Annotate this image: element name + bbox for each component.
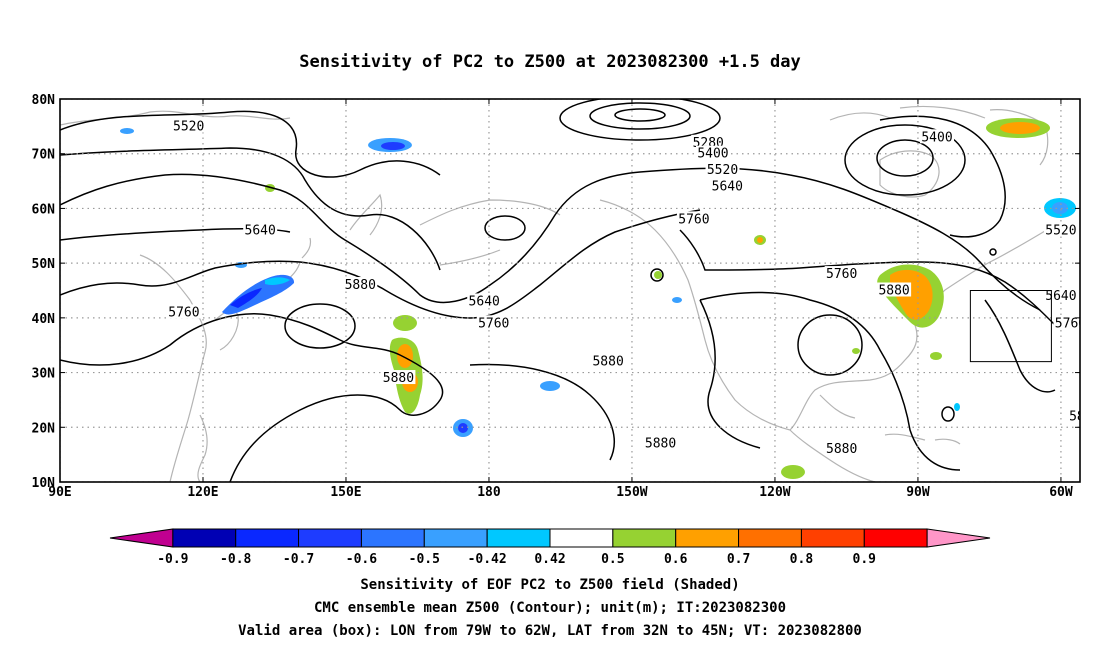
longitude-ticks: 90E 120E 150E 180 150W 120W 90W 60W xyxy=(48,99,1073,500)
contour-label-bg xyxy=(381,370,416,385)
colorbar-label: 0.9 xyxy=(853,552,876,567)
y-tick-label: 60N xyxy=(32,202,56,217)
contour-label-bg xyxy=(877,282,912,297)
colorbar-label: 0.42 xyxy=(534,552,565,567)
contour-label-bg xyxy=(1053,315,1080,330)
y-tick-label: 10N xyxy=(32,476,56,491)
contour-label: 5880 xyxy=(878,284,909,299)
contour-label-bg xyxy=(710,178,745,193)
contour-label-bg xyxy=(1043,287,1078,302)
contour-label-bg xyxy=(705,162,740,177)
colorbar-label: -0.9 xyxy=(157,552,188,567)
colorbar-swatch xyxy=(172,528,237,548)
map-panel: 5520564057605880588056405760588052805400… xyxy=(32,93,1100,500)
contour-label: 5640 xyxy=(245,223,276,238)
contour-label-bg xyxy=(643,435,678,450)
y-tick-label: 70N xyxy=(32,148,56,163)
x-tick-label: 120W xyxy=(759,485,790,500)
y-tick-label: 50N xyxy=(32,257,56,272)
contour-label-bg xyxy=(691,134,726,149)
colorbar-swatch xyxy=(675,528,740,548)
y-tick-label: 40N xyxy=(32,312,56,327)
colorbar-swatch xyxy=(235,528,300,548)
lat-lon-grid xyxy=(60,99,1080,482)
x-tick-label: 120E xyxy=(187,485,218,500)
colorbar-arrow-right xyxy=(926,528,991,548)
contour-label: 5880 xyxy=(1069,409,1100,424)
contour-label-bg xyxy=(824,441,859,456)
colorbar: -0.9 -0.8 -0.7 -0.6 -0.5 -0.42 0.42 0.5 0.6 0.7 0.… xyxy=(109,528,991,567)
colorbar-swatch xyxy=(800,528,865,548)
contour-label-bg xyxy=(243,222,278,237)
colorbar-arrow-left xyxy=(109,528,174,548)
x-tick-label: 60W xyxy=(1049,485,1073,500)
colorbar-label: -0.7 xyxy=(283,552,314,567)
contour-label-bg xyxy=(467,293,502,308)
contour-label-bg xyxy=(476,315,511,330)
colorbar-swatch xyxy=(486,528,551,548)
contour-label: 5760 xyxy=(1055,316,1086,331)
coastlines xyxy=(60,105,1051,482)
x-tick-label: 150W xyxy=(616,485,647,500)
contour-label-bg xyxy=(171,118,206,133)
colorbar-label: -0.8 xyxy=(220,552,251,567)
x-tick-label: 90E xyxy=(48,485,71,500)
contour-label: 5880 xyxy=(345,278,376,293)
caption-line-3: Valid area (box): LON from 79W to 62W, L… xyxy=(238,623,862,639)
contour-label: 5880 xyxy=(383,371,414,386)
contour-label-bg xyxy=(166,304,201,319)
contour-label-bg xyxy=(695,145,730,160)
colorbar-label: 0.7 xyxy=(727,552,750,567)
x-tick-label: 180 xyxy=(477,485,501,500)
chart-title: Sensitivity of PC2 to Z500 at 2023082300… xyxy=(299,52,801,72)
valid-area-box xyxy=(969,290,1052,363)
contour-label: 5640 xyxy=(469,294,500,309)
y-tick-label: 20N xyxy=(32,421,56,436)
contour-label: 5760 xyxy=(168,305,199,320)
colorbar-swatch xyxy=(738,528,802,548)
colorbar-swatch xyxy=(298,528,362,548)
contour-label-bg xyxy=(1043,222,1078,237)
colorbar-swatch xyxy=(863,528,928,548)
colorbar-label: -0.6 xyxy=(346,552,377,567)
colorbar-label: 0.6 xyxy=(664,552,688,567)
contour-label: 5760 xyxy=(478,316,509,331)
colorbar-label: -0.42 xyxy=(468,552,507,567)
contour-label-bg xyxy=(920,129,955,144)
contour-label: 5880 xyxy=(592,355,623,370)
colorbar-label: 0.5 xyxy=(601,552,624,567)
contour-label: 5400 xyxy=(697,147,728,162)
y-tick-label: 30N xyxy=(32,367,56,382)
y-tick-label: 80N xyxy=(32,93,56,108)
contour-label-bg xyxy=(343,277,378,292)
contour-label-bg xyxy=(676,211,711,226)
colorbar-swatch xyxy=(360,528,425,548)
x-tick-label: 90W xyxy=(906,485,930,500)
contour-label: 5760 xyxy=(826,267,857,282)
contour-label: 5760 xyxy=(678,212,709,227)
colorbar-label: 0.8 xyxy=(790,552,814,567)
map-frame xyxy=(59,98,1081,483)
contour-label: 5640 xyxy=(712,180,743,195)
contour-label-bg xyxy=(591,353,626,368)
contour-labels: 5520564057605880588056405760588052805400… xyxy=(166,118,1100,457)
latitude-ticks: 10N 20N 30N 40N 50N 60N 70N 80N xyxy=(32,93,1080,491)
contour-label-bg xyxy=(824,266,859,281)
caption-line-1: Sensitivity of EOF PC2 to Z500 field (Sh… xyxy=(360,577,739,593)
contour-label: 5880 xyxy=(645,437,676,452)
colorbar-swatch xyxy=(423,528,488,548)
contour-label-bg xyxy=(1067,408,1080,423)
x-tick-label: 150E xyxy=(330,485,361,500)
contour-label: 5520 xyxy=(1045,223,1076,238)
colorbar-swatch xyxy=(549,528,614,548)
colorbar-swatch xyxy=(612,528,677,548)
contour-label: 5640 xyxy=(1045,289,1076,304)
caption-line-2: CMC ensemble mean Z500 (Contour); unit(m… xyxy=(314,600,786,616)
contour-label: 5520 xyxy=(173,119,204,134)
colorbar-label: -0.5 xyxy=(409,552,440,567)
contour-label: 5880 xyxy=(826,442,857,457)
contour-label: 5400 xyxy=(921,130,952,145)
contour-label: 5520 xyxy=(707,163,738,178)
